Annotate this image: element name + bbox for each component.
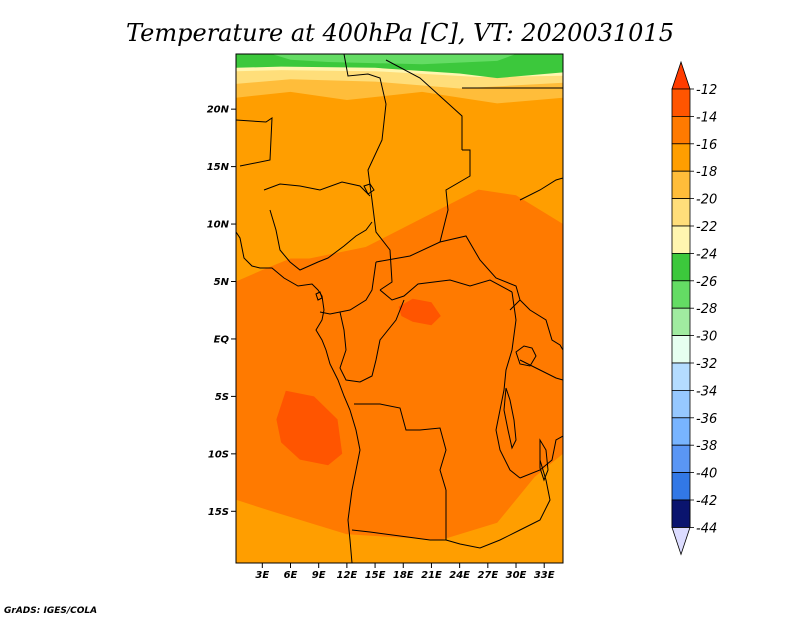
y-tick-label: 10S xyxy=(208,449,229,460)
colorbar-label: -38 xyxy=(696,439,717,454)
colorbar-label: -42 xyxy=(696,494,717,509)
colorbar-label: -34 xyxy=(696,384,717,399)
colorbar-swatch xyxy=(671,280,691,309)
colorbar-label: -32 xyxy=(696,357,717,372)
colorbar: -12 -14 -16 -18 -20 -22 -24 -26 -28 -30 -32 -34 -36 -… xyxy=(671,60,717,556)
x-tick-label: 21E xyxy=(421,570,442,581)
map-frame xyxy=(235,53,564,564)
y-tick-label: 5S xyxy=(215,392,229,403)
y-tick-label: 5N xyxy=(214,277,230,288)
border-drc-east xyxy=(495,291,521,479)
colorbar-label: -36 xyxy=(696,412,717,427)
credit-label: GrADS: IGES/COLA xyxy=(4,606,97,616)
coastline-west xyxy=(236,231,361,563)
colorbar-label: -12 xyxy=(696,83,717,98)
border-uganda-kenya xyxy=(519,299,563,351)
border-car-south xyxy=(375,235,521,311)
colorbar-swatch xyxy=(671,444,691,474)
field-region-8 xyxy=(271,54,516,65)
border-tanzania xyxy=(519,359,563,381)
colorbar-label: -20 xyxy=(696,193,717,208)
colorbar-label: -30 xyxy=(696,330,717,345)
border-drc-west xyxy=(339,299,405,383)
border-cameroon-car xyxy=(319,261,377,315)
colorbar-label: -24 xyxy=(696,247,717,262)
bioko-island xyxy=(315,291,323,301)
border-zambia-east xyxy=(445,459,551,549)
border-libya-egypt xyxy=(343,54,387,105)
colorbar-label: -16 xyxy=(696,138,717,153)
colorbar-swatch xyxy=(671,170,691,199)
colorbar-over-arrow xyxy=(671,60,691,90)
x-tick-label: 33E xyxy=(534,570,555,581)
colorbar-swatch xyxy=(671,225,691,254)
colorbar-swatch xyxy=(671,335,691,364)
colorbar-label: -40 xyxy=(696,467,717,482)
temperature-field xyxy=(236,54,563,563)
border-niger-chad xyxy=(236,117,273,167)
field-region-3 xyxy=(398,298,441,326)
x-tick-label: 3E xyxy=(255,570,269,581)
colorbar-swatch xyxy=(671,143,691,172)
border-north-horn xyxy=(519,177,563,201)
border-niger-nigeria xyxy=(263,181,371,197)
border-angola-zambia xyxy=(351,490,447,541)
border-nigeria-cameroon xyxy=(269,209,373,271)
x-tick-label: 24E xyxy=(449,570,470,581)
colorbar-swatch xyxy=(671,88,691,117)
y-tick-label: 15S xyxy=(208,507,229,518)
border-angola-drc xyxy=(354,403,447,491)
colorbar-swatch xyxy=(671,307,691,337)
colorbar-label: -44 xyxy=(696,521,717,536)
x-tick-label: 15E xyxy=(365,570,386,581)
y-tick-label: 20N xyxy=(207,105,230,116)
colorbar-swatch xyxy=(671,417,691,446)
lake-chad xyxy=(363,183,375,195)
colorbar-swatch xyxy=(671,389,691,419)
y-axis: 20N 15N 10N 5N EQ 5S 10S 15S xyxy=(207,105,236,518)
border-drc-north xyxy=(379,279,513,301)
border-malawi xyxy=(519,435,563,479)
chart-title: Temperature at 400hPa [C], VT: 202003101… xyxy=(126,19,674,47)
country-borders xyxy=(236,54,563,563)
colorbar-swatch xyxy=(671,472,691,501)
y-tick-label: 15N xyxy=(207,162,230,173)
x-tick-label: 12E xyxy=(337,570,358,581)
border-sudan-north xyxy=(385,59,463,150)
lake-tanganyika xyxy=(503,387,517,450)
x-tick-label: 18E xyxy=(393,570,414,581)
field-region-2 xyxy=(276,390,343,466)
colorbar-label: -22 xyxy=(696,220,717,235)
y-tick-label: 10N xyxy=(207,220,230,231)
colorbar-swatch xyxy=(671,499,691,528)
border-sudan-south xyxy=(439,149,471,243)
y-tick-label: EQ xyxy=(214,334,230,345)
colorbar-swatch xyxy=(671,362,691,391)
colorbar-swatch xyxy=(671,198,691,227)
x-tick-label: 9E xyxy=(312,570,326,581)
lake-malawi xyxy=(539,438,549,482)
colorbar-label: -18 xyxy=(696,165,717,180)
colorbar-swatch xyxy=(671,252,691,282)
colorbar-swatch xyxy=(671,116,691,145)
x-axis: 3E 6E 9E 12E 15E 18E 21E 24E 27E 30E 33E xyxy=(255,563,555,581)
colorbar-label: -28 xyxy=(696,302,717,317)
x-tick-label: 27E xyxy=(477,570,498,581)
x-tick-label: 6E xyxy=(284,570,298,581)
lake-victoria xyxy=(515,345,537,367)
colorbar-label: -26 xyxy=(696,275,717,290)
colorbar-label: -14 xyxy=(696,110,717,125)
border-chad-east xyxy=(367,103,393,291)
colorbar-under-arrow xyxy=(671,527,691,556)
x-tick-label: 30E xyxy=(506,570,527,581)
map-field xyxy=(236,54,563,563)
